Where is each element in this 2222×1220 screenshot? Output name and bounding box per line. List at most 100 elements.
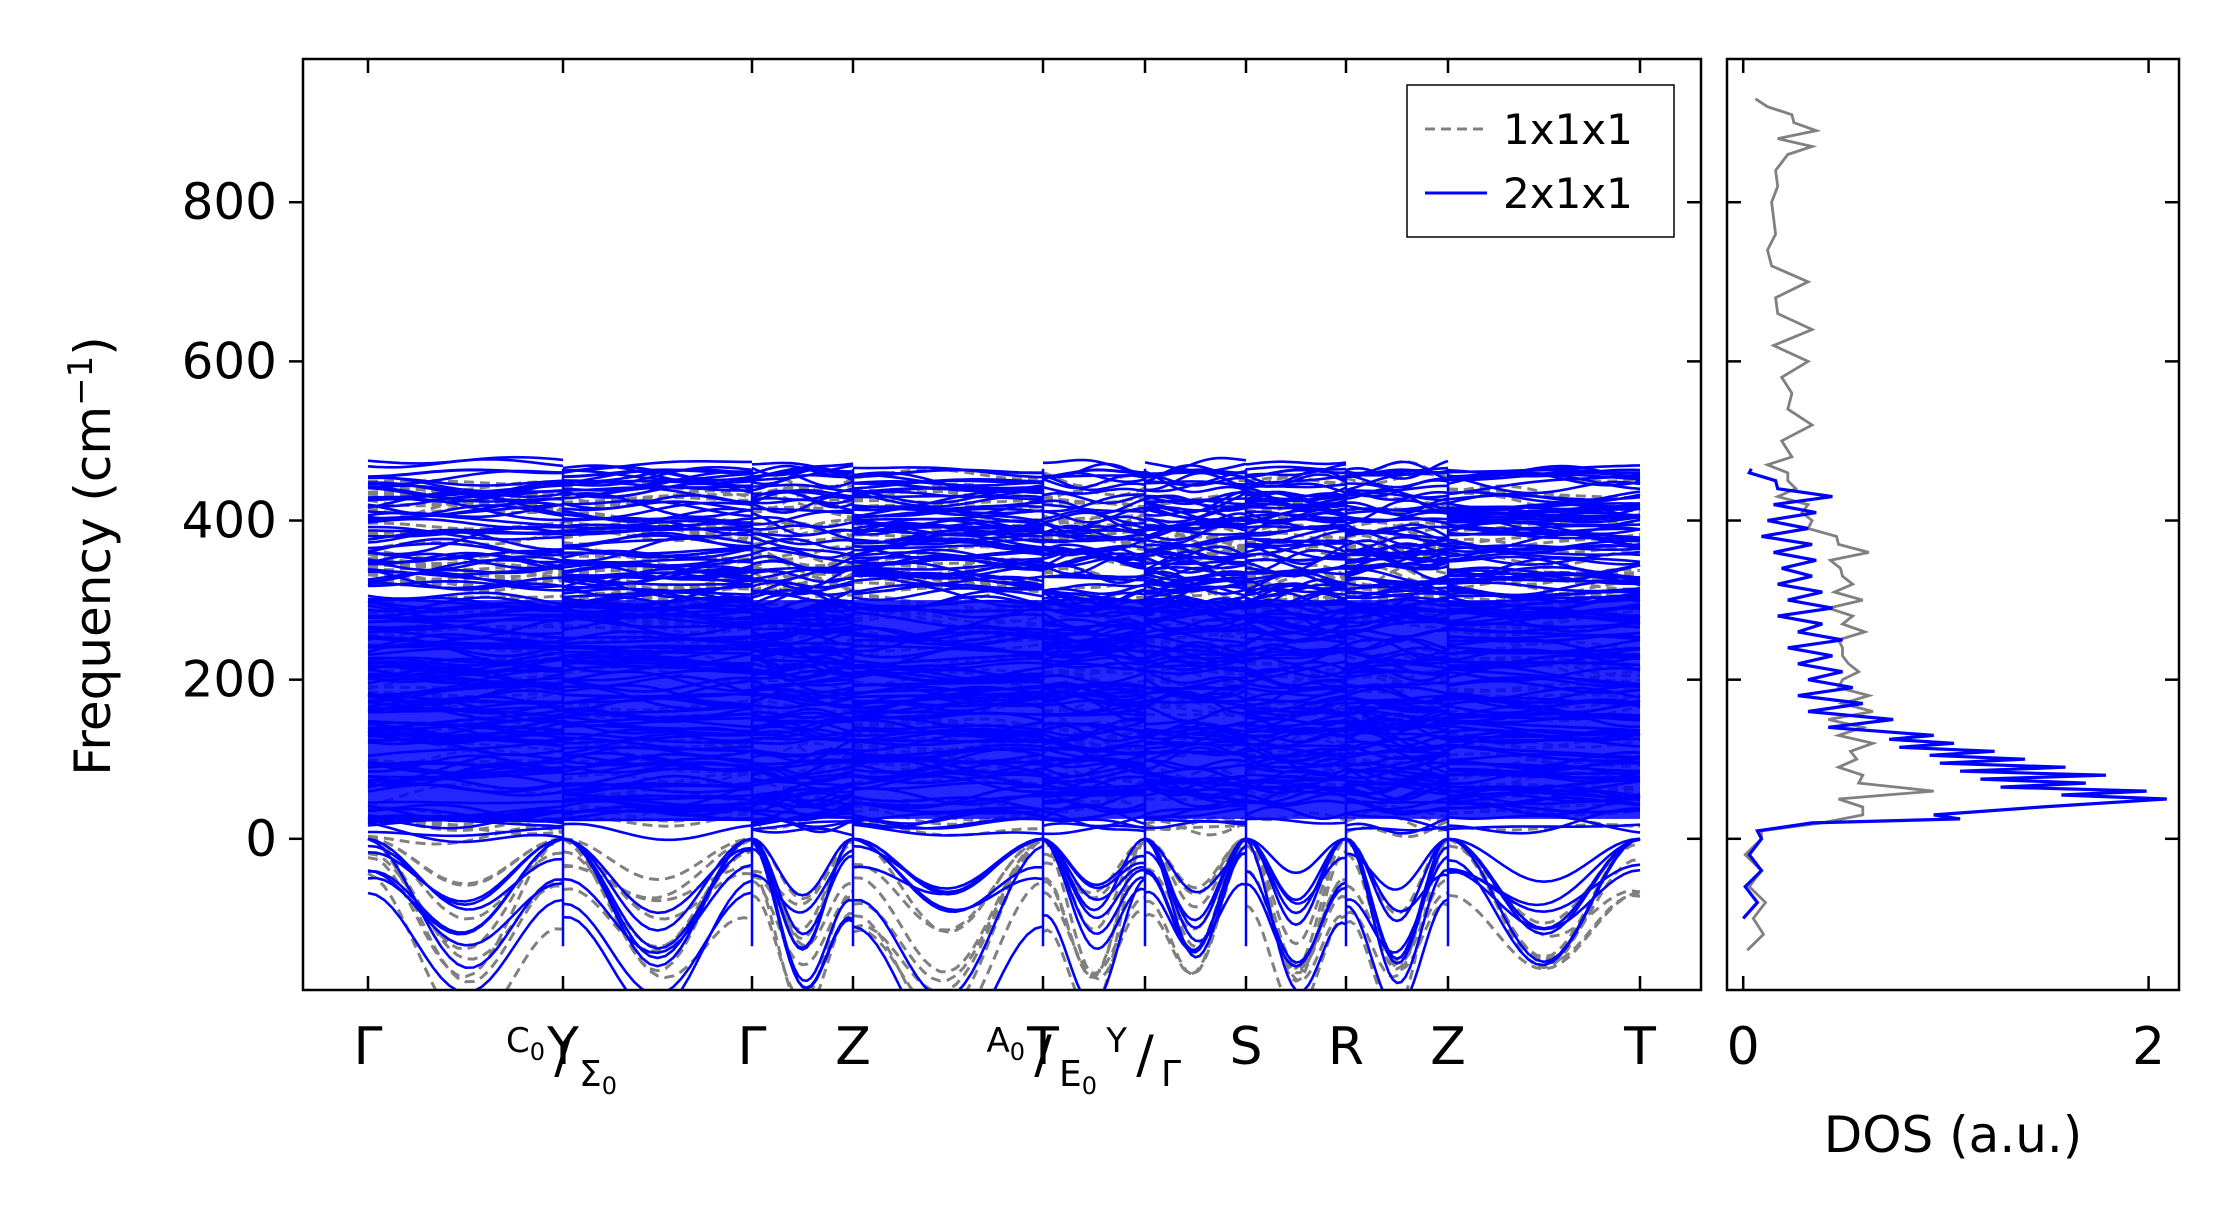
series-2x1x1-soft-mode (562, 879, 753, 990)
x-tick-label-main: Y (546, 1017, 579, 1077)
series-2x1x1-band (1144, 552, 1247, 570)
x-tick-label-main: T (1026, 1017, 1059, 1077)
series-1x1x1-soft-mode (1144, 837, 1248, 976)
series-2x1x1-band (1447, 468, 1641, 478)
series-2x1x1-soft-mode (367, 891, 564, 990)
series-2x1x1-soft-mode (562, 837, 753, 968)
series-2x1x1-band (1447, 525, 1641, 542)
series-2x1x1-band (1144, 505, 1247, 520)
series-2x1x1-band (1042, 498, 1146, 515)
series-2x1x1-band (1245, 494, 1347, 502)
series-2x1x1-band (367, 497, 563, 522)
series-2x1x1-band (751, 583, 854, 596)
series-2x1x1-band (1447, 494, 1641, 501)
y-tick-label: 200 (182, 651, 277, 709)
y-tick-label: 800 (182, 173, 277, 231)
series-2x1x1-band (1245, 460, 1347, 466)
series-2x1x1-band (751, 567, 854, 583)
series-1x1x1-soft-mode (1042, 890, 1146, 975)
series-2x1x1-band (751, 532, 854, 546)
x-tick-label: Γ (738, 1017, 767, 1077)
x-tick-label: S (1229, 1017, 1262, 1077)
series-2x1x1-band (562, 564, 753, 575)
series-2x1x1-band (562, 464, 753, 485)
series-2x1x1-band (1245, 554, 1347, 575)
x-tick-label: Z (835, 1017, 871, 1077)
series-2x1x1-band (1042, 485, 1146, 495)
series-2x1x1-soft-mode (1144, 845, 1247, 952)
y-tick-label: 600 (182, 332, 277, 390)
series-2x1x1-soft-mode (852, 925, 1044, 990)
series-2x1x1-band (562, 531, 753, 551)
series-2x1x1-band (1345, 592, 1449, 600)
series-2x1x1-band (1144, 572, 1247, 582)
series-2x1x1-band (367, 579, 563, 592)
series-2x1x1-band (852, 544, 1044, 561)
x-tick-label-left: C0 (506, 1021, 545, 1066)
series-2x1x1-band (1447, 520, 1641, 536)
series-2x1x1-band (1345, 535, 1449, 552)
x-tick-label-left: A0 (986, 1021, 1025, 1066)
series-2x1x1-soft-mode (1345, 837, 1449, 985)
series-2x1x1-band (562, 585, 753, 596)
x-tick-label-slash: / (554, 1025, 572, 1085)
series-2x1x1-band (1042, 532, 1146, 543)
y-axis-label-main: Frequency (cm (64, 406, 122, 776)
series-1x1x1-band (562, 546, 753, 569)
series-2x1x1-soft-mode (1144, 837, 1247, 943)
series-2x1x1-band (1245, 529, 1347, 548)
y-axis-label-sup: −1 (61, 356, 101, 406)
series-1x1x1-soft-mode (1447, 837, 1641, 938)
series-1x1x1-soft-mode (1447, 891, 1641, 971)
series-2x1x1-band (562, 521, 753, 537)
x-tick-label-text: Z (835, 1017, 871, 1077)
series-2x1x1-band (367, 527, 564, 556)
series-2x1x1-band (367, 549, 564, 561)
series-2x1x1-band (1245, 582, 1346, 597)
series-2x1x1-band (751, 488, 854, 498)
legend-label: 1x1x1 (1503, 105, 1633, 154)
series-2x1x1-soft-mode (1345, 837, 1449, 891)
series-2x1x1-band (1042, 555, 1145, 569)
series-2x1x1-band (367, 455, 564, 465)
series-2x1x1-band (1144, 471, 1247, 492)
series-2x1x1-soft-mode (1042, 877, 1146, 990)
series-2x1x1-top-band (1447, 468, 1641, 479)
x-tick-label: Y / Γ (1105, 1021, 1181, 1095)
series-2x1x1-band (852, 525, 1044, 533)
series-2x1x1-band (1447, 551, 1641, 567)
series-2x1x1-soft-mode (1244, 838, 1347, 990)
series-2x1x1-soft-mode (1144, 837, 1247, 954)
series-2x1x1-soft-mode (367, 837, 564, 903)
x-tick-label: Γ (354, 1017, 383, 1077)
series-2x1x1-soft-mode (1245, 837, 1347, 905)
dos-x-tick-label: 0 (1727, 1017, 1760, 1077)
series-2x1x1-soft-mode (1447, 837, 1641, 936)
series-2x1x1-band (1144, 494, 1247, 512)
series-2x1x1-band (1447, 543, 1641, 558)
series-2x1x1-band (563, 516, 753, 537)
series-2x1x1-band (1345, 562, 1449, 575)
series-1x1x1-soft-mode (1245, 837, 1347, 970)
series-2x1x1-band (1245, 515, 1347, 537)
series-2x1x1-band (751, 545, 854, 565)
legend-label: 2x1x1 (1503, 169, 1633, 218)
series-2x1x1-band (1042, 503, 1146, 513)
series-2x1x1-top-band (852, 468, 1044, 479)
series-2x1x1-band (1144, 550, 1247, 560)
series-2x1x1-band (1144, 522, 1247, 538)
series-2x1x1-soft-mode (367, 837, 564, 911)
series-2x1x1-band (751, 577, 854, 597)
series-1x1x1-soft-mode (750, 870, 854, 990)
series-2x1x1-band (1144, 560, 1247, 566)
series-2x1x1-band (562, 468, 753, 483)
series-2x1x1-band (562, 573, 753, 583)
series-2x1x1-band (1447, 577, 1641, 583)
series-2x1x1-band (562, 482, 753, 499)
series-2x1x1-band (1345, 539, 1449, 555)
series-1x1x1-soft-mode (562, 838, 753, 953)
series-2x1x1-band (1144, 819, 1247, 830)
